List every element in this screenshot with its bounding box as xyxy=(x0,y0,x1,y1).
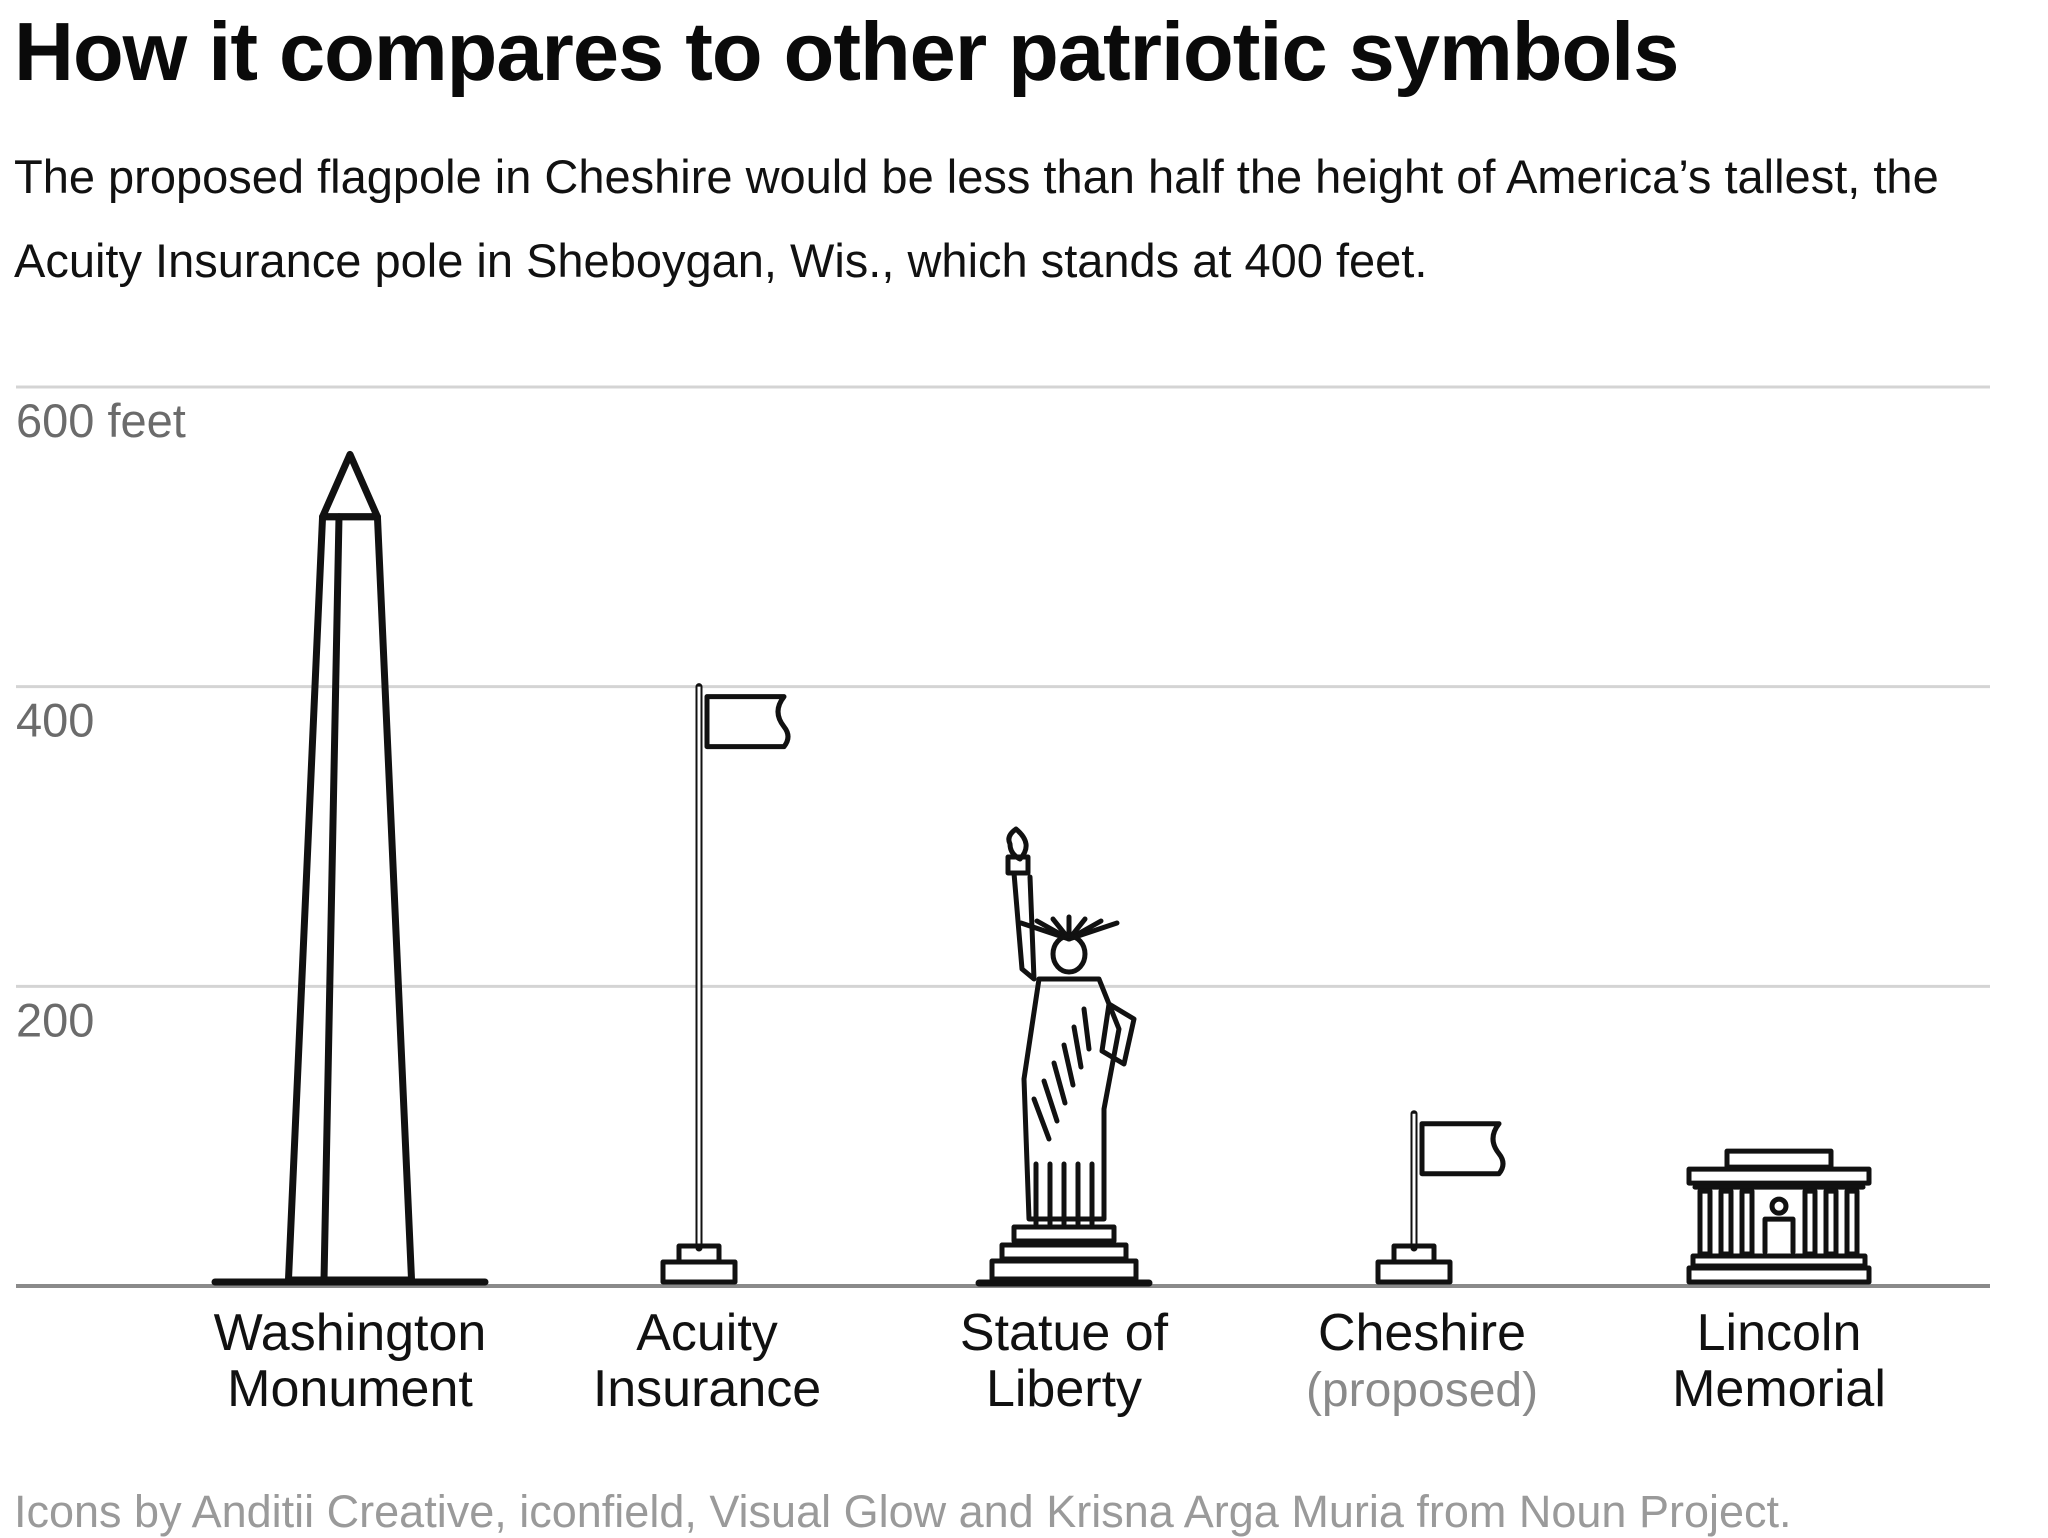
chart-title: How it compares to other patriotic symbo… xyxy=(14,5,1679,98)
category-label: Lincoln xyxy=(1697,1304,1862,1362)
flagpole-base xyxy=(660,1259,738,1285)
statue-head xyxy=(1050,933,1088,975)
memorial-column xyxy=(1823,1188,1839,1257)
lincoln-memorial-icon xyxy=(1686,1148,1872,1285)
y-tick-label: 600 feet xyxy=(16,394,186,447)
memorial-roof xyxy=(1686,1166,1872,1186)
flag xyxy=(704,694,791,750)
memorial-attic xyxy=(1724,1148,1834,1170)
pedestal-base xyxy=(989,1258,1139,1282)
y-tick-label: 200 xyxy=(16,993,94,1046)
category-sublabel: (proposed) xyxy=(1306,1364,1538,1417)
memorial-column xyxy=(1802,1188,1818,1257)
flagpole-base xyxy=(1375,1259,1453,1285)
memorial-column xyxy=(1697,1188,1713,1257)
category-label: Statue of xyxy=(960,1304,1169,1362)
pedestal-top xyxy=(1011,1224,1117,1244)
flagpole-icon xyxy=(660,683,791,1285)
memorial-column xyxy=(1739,1188,1755,1257)
memorial-step-2 xyxy=(1686,1265,1872,1285)
chart-subtitle: The proposed flagpole in Cheshire would … xyxy=(14,150,1939,287)
torch-cup xyxy=(1005,854,1031,876)
flagpole-icon xyxy=(1375,1110,1506,1285)
robe-fold xyxy=(1031,1096,1052,1142)
obelisk-shaft xyxy=(284,513,416,1284)
robe-fold xyxy=(1081,1006,1092,1052)
category-label: Monument xyxy=(227,1360,473,1418)
memorial-column xyxy=(1844,1188,1860,1257)
category-label: Memorial xyxy=(1672,1360,1886,1418)
pedestal-mid xyxy=(999,1242,1129,1262)
icon-credit: Icons by Anditii Creative, iconfield, Vi… xyxy=(14,1486,1792,1537)
robe-fold xyxy=(1061,1042,1076,1088)
robe-fold xyxy=(1071,1024,1084,1070)
obelisk-cap xyxy=(319,450,381,521)
tablet xyxy=(1099,1001,1137,1067)
lincoln-figure-body xyxy=(1762,1216,1796,1255)
category-label: Insurance xyxy=(593,1360,821,1418)
robe-fold xyxy=(1051,1060,1068,1106)
obelisk-icon xyxy=(211,450,489,1286)
statue-of-liberty-icon xyxy=(975,826,1153,1287)
y-tick-label: 400 xyxy=(16,694,94,747)
obelisk-edge xyxy=(320,513,343,1284)
memorial-step-1 xyxy=(1690,1253,1868,1269)
category-label: Acuity xyxy=(636,1304,778,1362)
category-label: Washington xyxy=(214,1304,487,1362)
category-label: Liberty xyxy=(986,1360,1142,1418)
robe-fold xyxy=(1041,1078,1060,1124)
memorial-column xyxy=(1718,1188,1734,1257)
statue-robe xyxy=(1021,976,1122,1222)
lincoln-figure-head xyxy=(1769,1196,1789,1216)
flag xyxy=(1419,1121,1506,1177)
category-label: Cheshire xyxy=(1318,1304,1526,1362)
torch-flame xyxy=(1006,826,1029,862)
